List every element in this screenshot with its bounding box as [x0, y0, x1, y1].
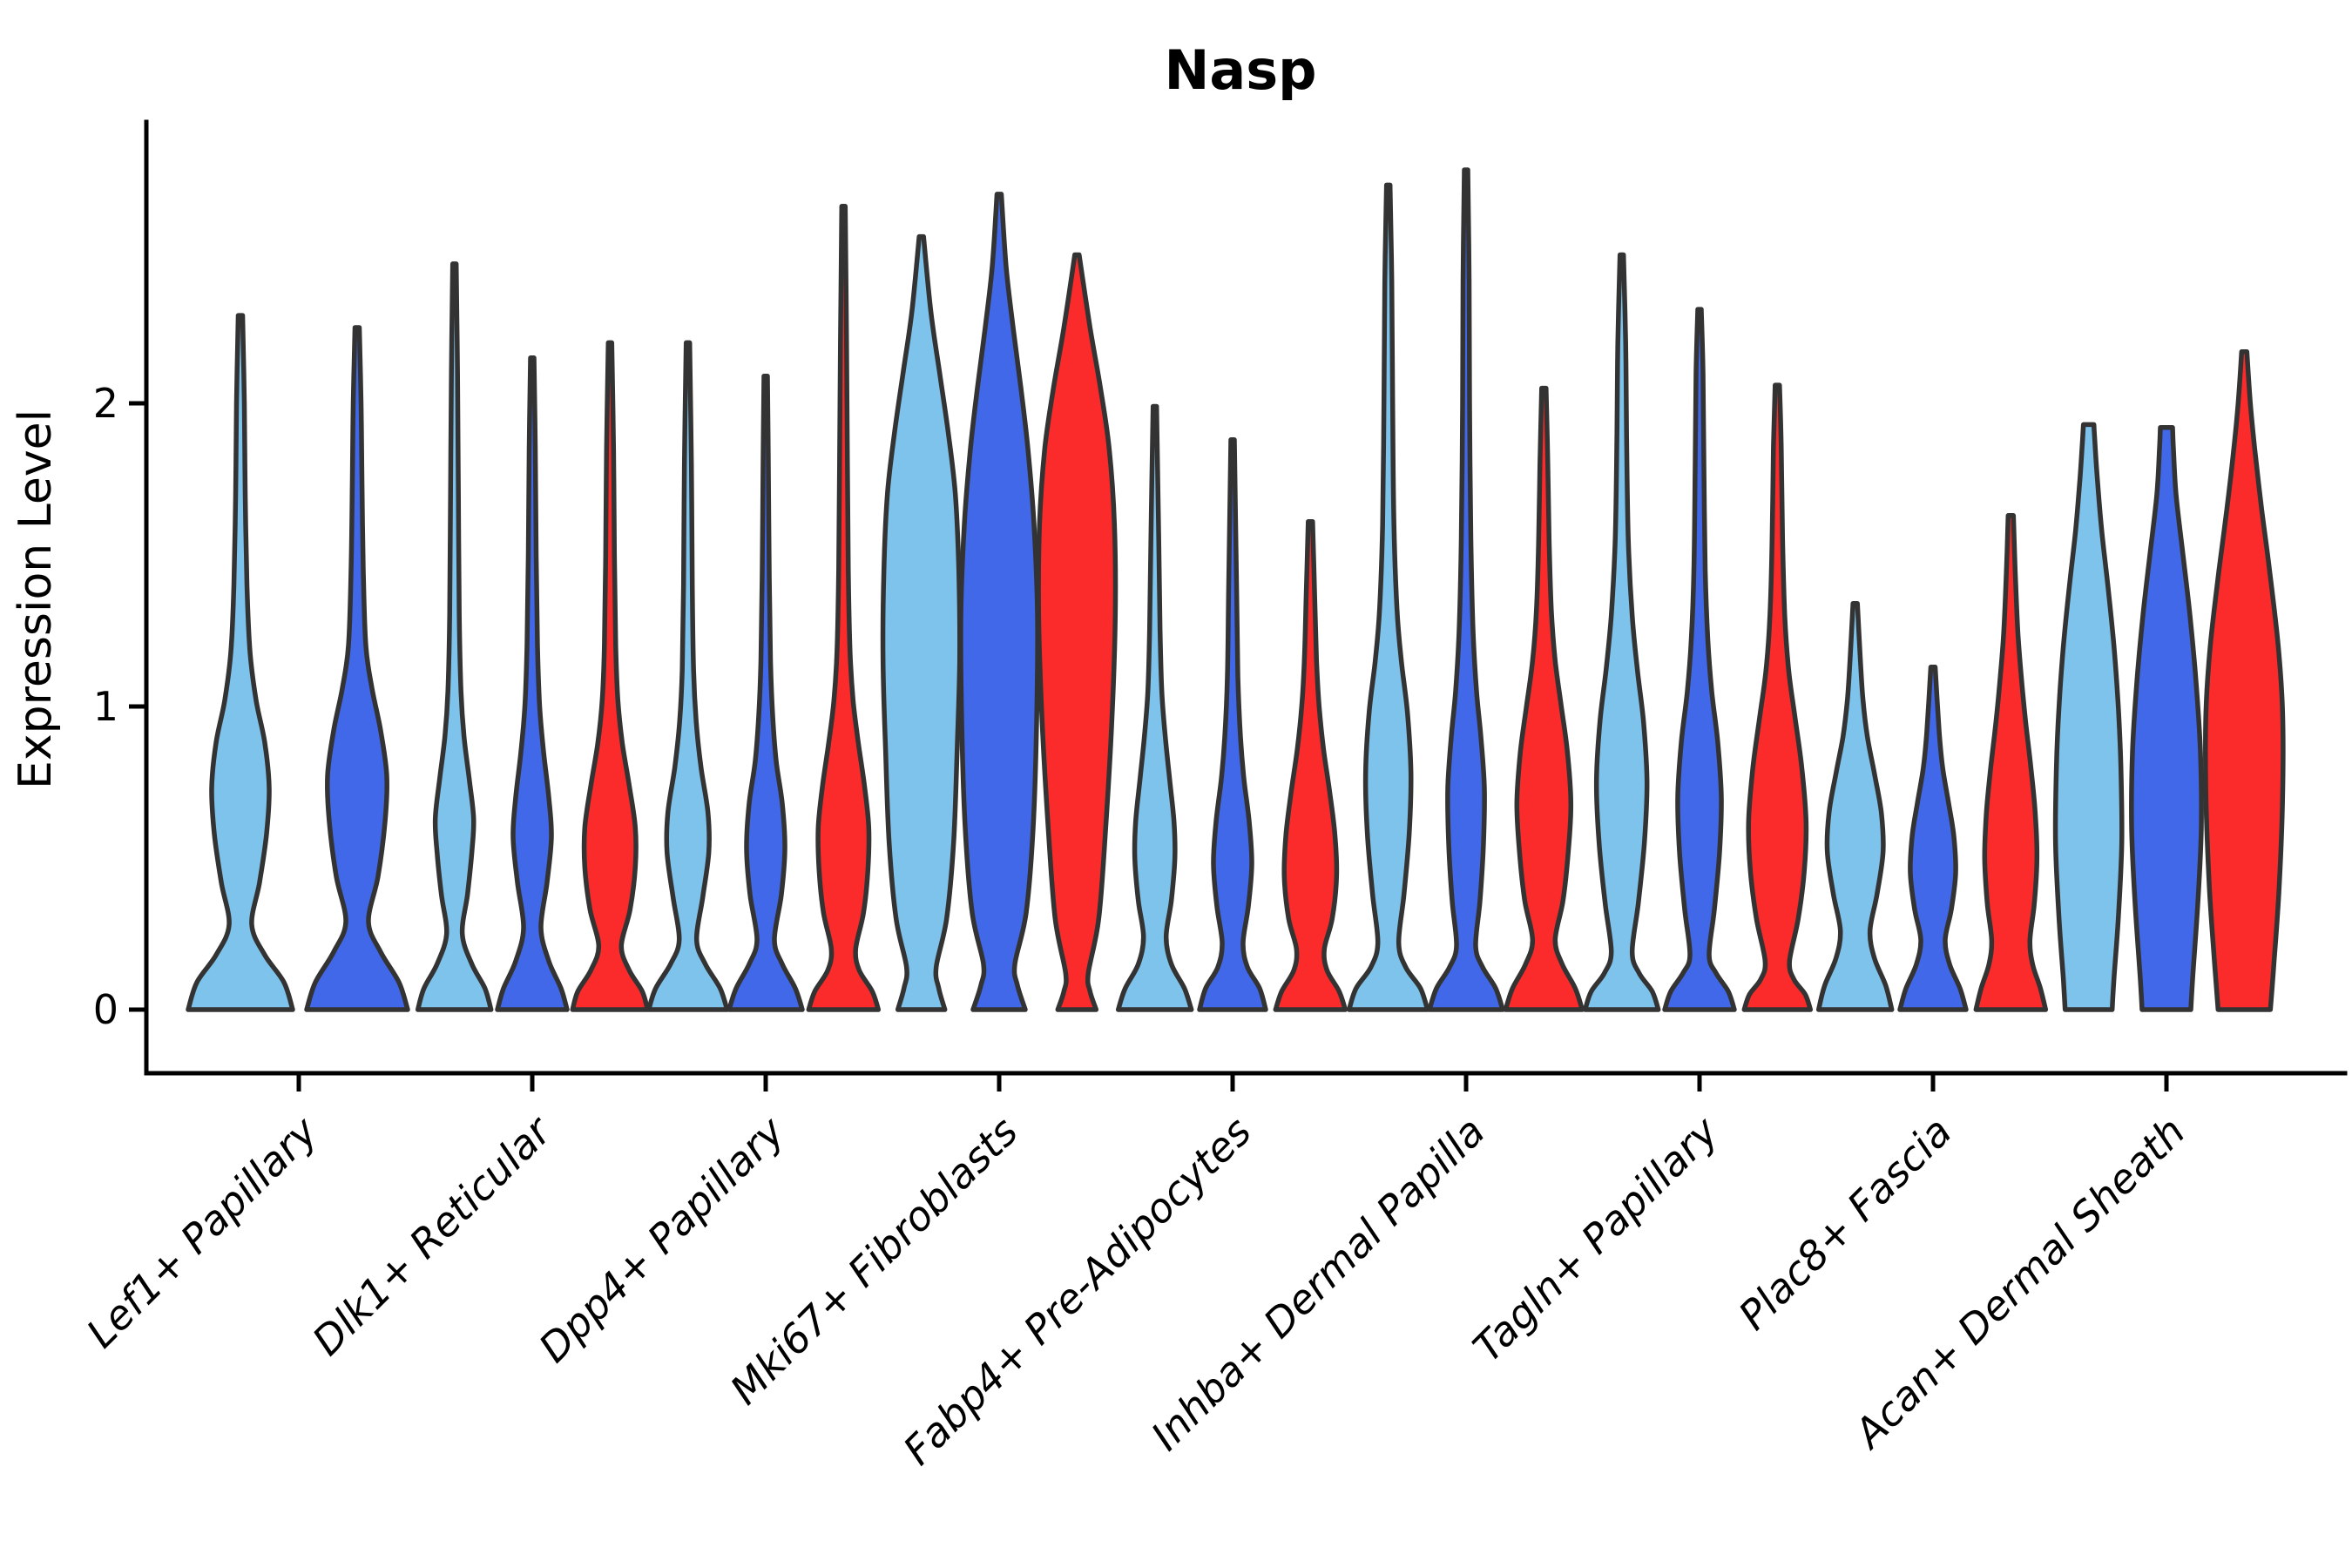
x-tick-label: Plac8+ Fascia [1729, 1108, 1960, 1339]
x-tick-label: Dlk1+ Reticular [303, 1105, 562, 1364]
violin [186, 313, 295, 1012]
violin [2203, 349, 2286, 1012]
x-tick-label: Dpp4+ Papillary [530, 1107, 794, 1371]
violin [1503, 385, 1585, 1012]
violin [1427, 167, 1505, 1012]
violin [958, 192, 1040, 1012]
violin [1815, 600, 1895, 1012]
y-tick-labels: 0 1 2 [93, 380, 118, 1033]
x-tick-label: Tagln+ Papillary [1463, 1107, 1727, 1371]
violin [1346, 182, 1430, 1012]
axis-spines [144, 119, 2348, 1076]
violin [1115, 403, 1194, 1012]
x-tick-labels: Lef1+ Papillary Dlk1+ Reticular Dpp4+ Pa… [78, 1105, 2194, 1474]
violin [304, 325, 410, 1012]
violin [1036, 252, 1119, 1012]
violin [1582, 252, 1661, 1012]
y-tick-label: 2 [93, 380, 118, 427]
violin [727, 373, 805, 1012]
violin [2129, 425, 2204, 1012]
violin [1273, 518, 1348, 1012]
y-tick-marks [129, 401, 146, 1012]
violin [415, 261, 494, 1012]
y-tick-label: 0 [93, 986, 118, 1033]
violin [1897, 665, 1969, 1012]
plot-title: Nasp [1164, 38, 1316, 102]
violin [880, 233, 963, 1012]
x-tick-label: Lef1+ Papillary [78, 1107, 327, 1356]
violin [1973, 513, 2049, 1012]
violin [1741, 382, 1814, 1012]
violin [570, 340, 651, 1012]
violin [1197, 437, 1268, 1012]
violin [1662, 307, 1737, 1012]
violin [2052, 422, 2125, 1012]
violin [495, 355, 570, 1012]
violins-layer [186, 167, 2286, 1012]
y-tick-label: 1 [93, 683, 118, 730]
violin [645, 340, 730, 1012]
y-axis-title: Expression Level [10, 409, 62, 789]
x-tick-marks [296, 1073, 2169, 1092]
violin [806, 204, 882, 1012]
